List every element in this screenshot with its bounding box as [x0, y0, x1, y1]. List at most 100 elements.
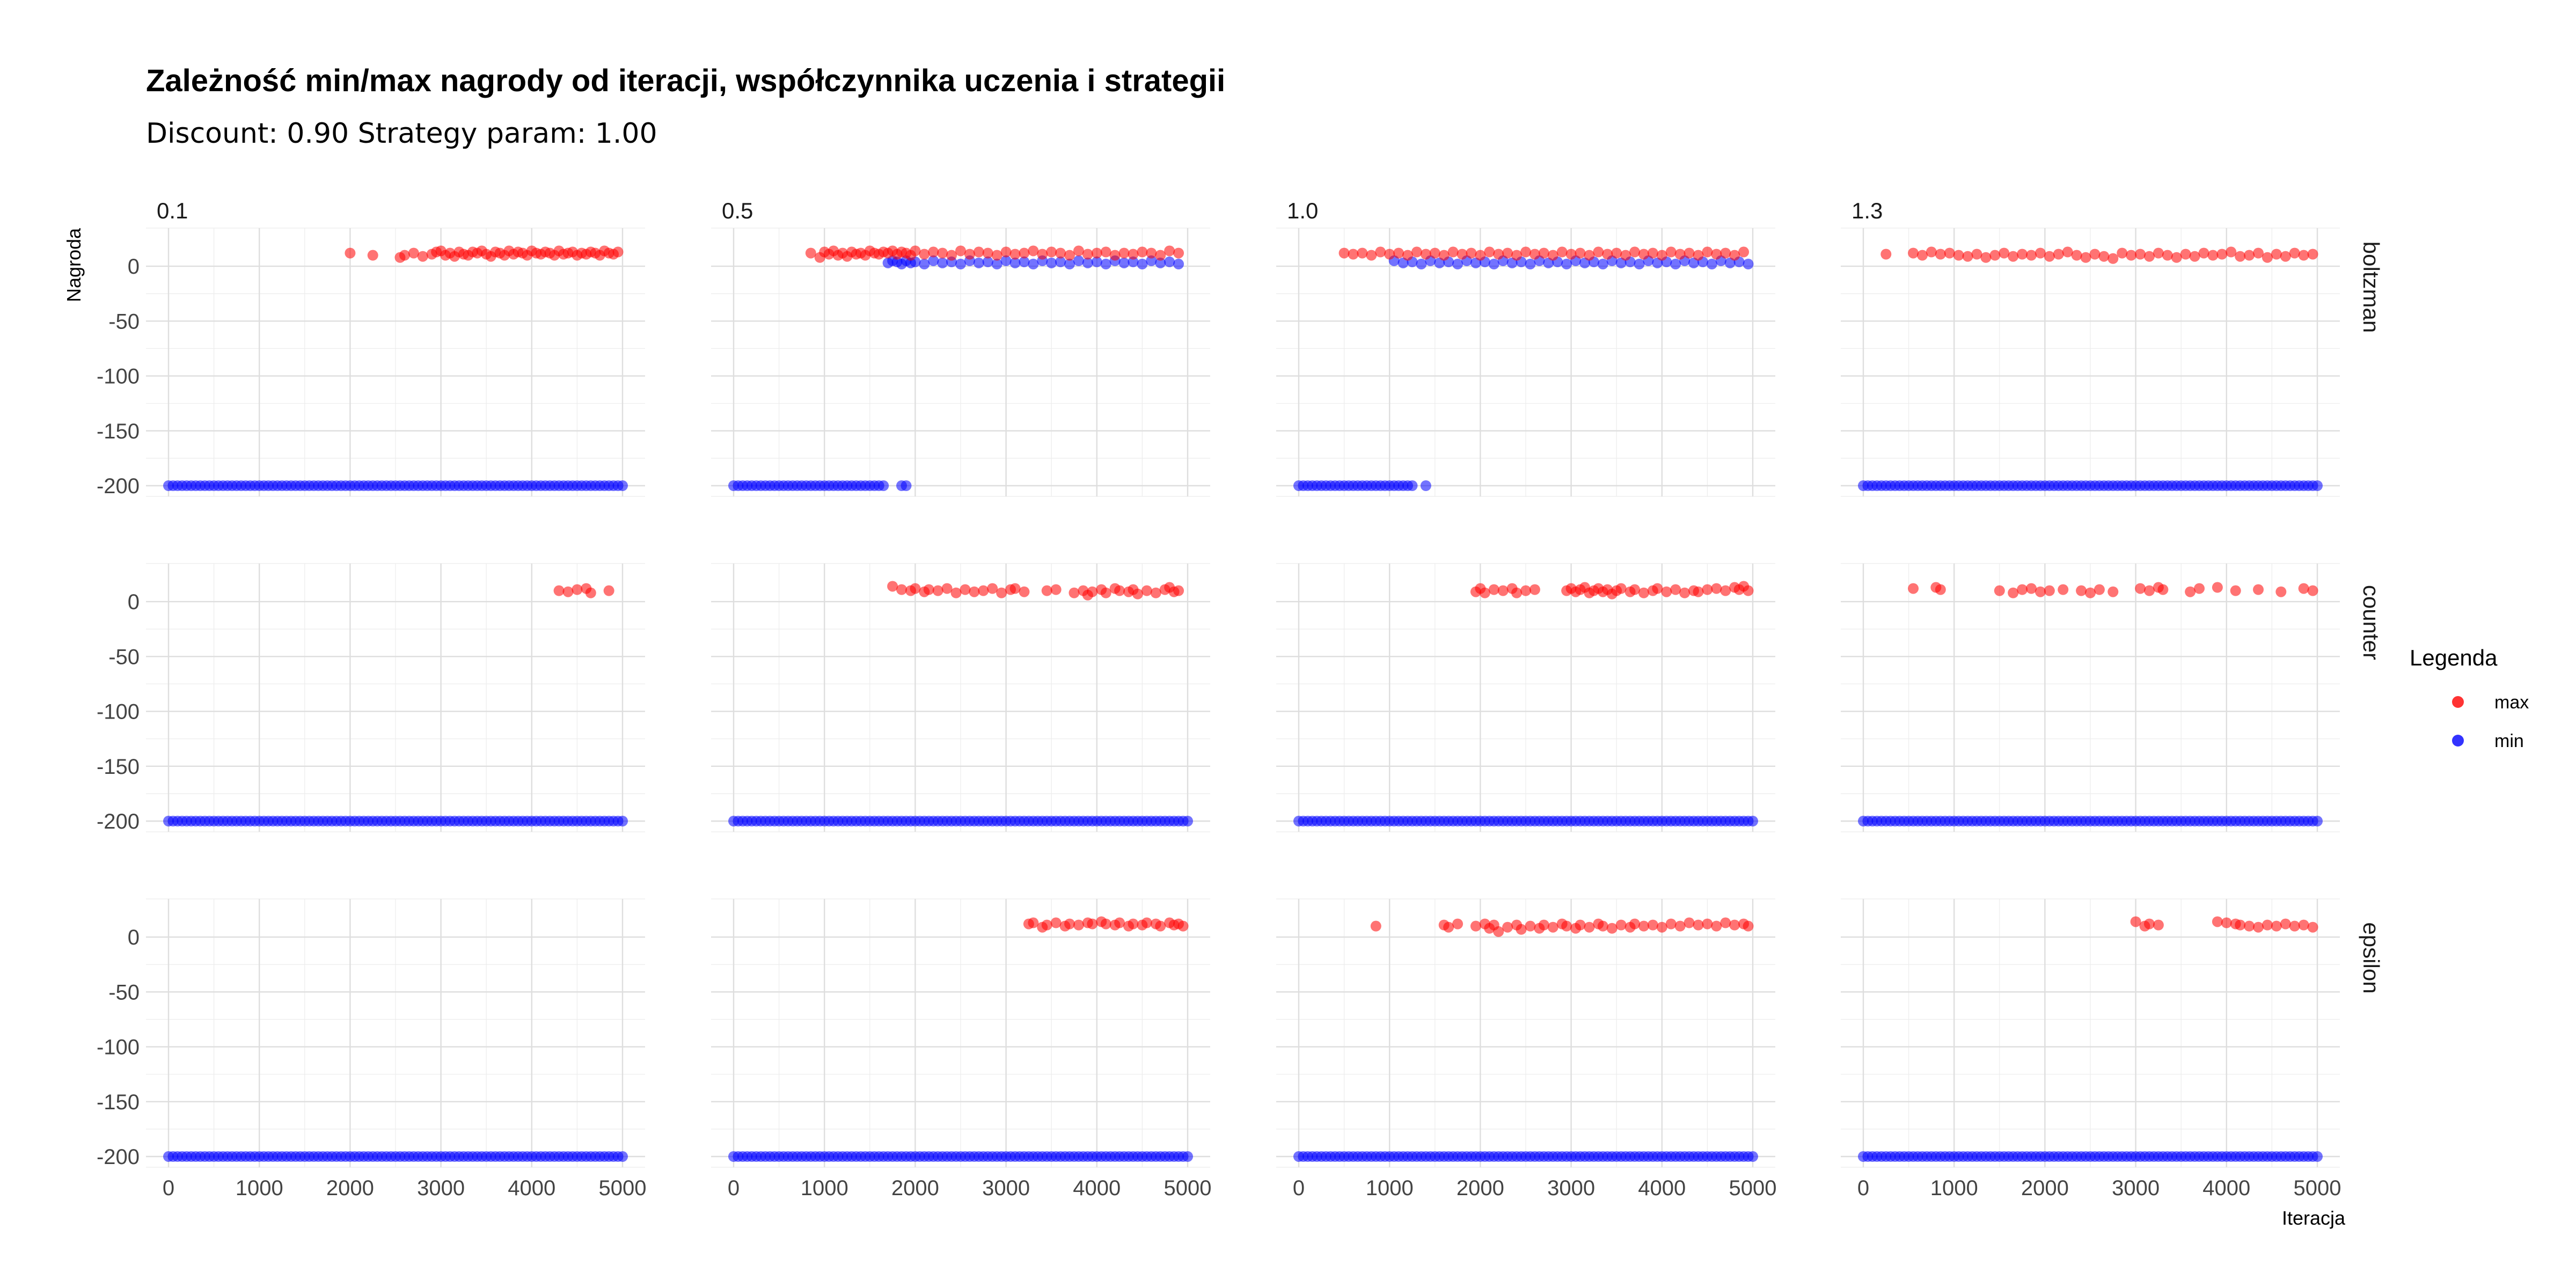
point-max	[1411, 246, 1422, 258]
point-min	[1670, 259, 1681, 270]
point-max	[1926, 246, 1937, 258]
point-max	[1443, 921, 1454, 933]
point-max	[805, 247, 816, 259]
point-max	[1497, 585, 1509, 596]
point-max	[2107, 253, 2119, 264]
point-max	[1720, 917, 1731, 928]
point-max	[2253, 247, 2264, 259]
y-tick-label: 0	[128, 255, 140, 279]
point-max	[969, 586, 980, 597]
point-max	[1980, 252, 1992, 263]
point-max	[1615, 583, 1627, 594]
point-max	[2143, 918, 2155, 930]
point-max	[2307, 921, 2318, 933]
point-max	[2235, 251, 2246, 262]
point-max	[1087, 586, 1098, 597]
x-tick-label: 4000	[1638, 1176, 1686, 1200]
point-max	[1647, 919, 1658, 931]
point-max	[1711, 248, 1722, 260]
point-max	[399, 250, 410, 261]
point-max	[1711, 920, 1722, 932]
panel-epsilon-0.1: 0 -50 -100 -150 -200 0 1000 2000 3000 4000 5000	[97, 898, 646, 1200]
x-tick-label: 5000	[2294, 1176, 2341, 1200]
chart-subtitle: Discount: 0.90 Strategy param: 1.00	[146, 118, 657, 150]
point-max	[1674, 248, 1686, 260]
point-min	[1055, 256, 1066, 267]
point-max	[1073, 245, 1084, 257]
point-max	[1880, 248, 1892, 260]
point-max	[1420, 248, 1431, 260]
point-max	[603, 585, 614, 596]
point-max	[1684, 917, 1695, 928]
point-min	[1137, 259, 1148, 270]
point-max	[2298, 583, 2309, 594]
panel-boltzman-0.1: 0.1 0 -50 -100 -150 -200	[97, 198, 645, 498]
chart-title: Zależność min/max nagrody od iteracji, w…	[146, 63, 1225, 98]
x-tick-label: 1000	[801, 1176, 848, 1200]
point-max	[1155, 920, 1166, 932]
point-max	[987, 583, 998, 594]
point-max	[1502, 921, 1513, 933]
point-min	[1407, 480, 1418, 491]
point-max	[1091, 247, 1102, 259]
point-max	[1547, 921, 1558, 933]
point-max	[2194, 583, 2205, 594]
point-max	[955, 245, 966, 257]
point-max	[1702, 584, 1713, 595]
point-max	[1511, 587, 1523, 598]
point-max	[2026, 583, 2037, 594]
point-max	[1452, 918, 1463, 930]
point-max	[2262, 919, 2273, 931]
facet-row-label: epsilon	[2359, 922, 2384, 993]
point-max	[1629, 918, 1641, 930]
point-max	[1114, 917, 1125, 928]
point-min	[2312, 480, 2323, 491]
point-max	[1908, 583, 1919, 594]
point-max	[1638, 248, 1649, 260]
point-max	[2307, 585, 2318, 596]
point-max	[2117, 247, 2128, 259]
point-max	[1935, 248, 1946, 260]
point-max	[1357, 247, 1368, 259]
point-max	[1729, 919, 1740, 931]
point-max	[2253, 921, 2264, 933]
panel-counter-0.1: 0 -50 -100 -150 -200	[97, 563, 645, 833]
point-max	[1584, 250, 1595, 261]
point-max	[2189, 251, 2200, 262]
point-max	[1620, 250, 1631, 261]
point-max	[1520, 585, 1531, 596]
point-max	[562, 586, 574, 597]
point-max	[923, 584, 934, 595]
x-tick-label: 4000	[508, 1176, 555, 1200]
point-min	[955, 259, 966, 270]
point-max	[2089, 248, 2101, 260]
point-min	[991, 259, 1002, 270]
x-tick-label: 3000	[2112, 1176, 2160, 1200]
y-tick-label: 0	[128, 926, 140, 949]
x-tick-label: 2000	[326, 1176, 374, 1200]
point-max	[1429, 247, 1440, 259]
point-max	[2298, 250, 2309, 261]
point-max	[932, 585, 943, 596]
point-max	[2235, 919, 2246, 931]
point-max	[2053, 248, 2064, 260]
point-min	[1028, 259, 1039, 270]
point-max	[2212, 916, 2223, 927]
point-max	[1638, 920, 1649, 932]
point-max	[1128, 248, 1139, 260]
y-tick-label: 0	[128, 590, 140, 614]
point-max	[2135, 583, 2146, 594]
point-max	[585, 587, 596, 598]
point-max	[408, 247, 419, 259]
point-max	[960, 584, 971, 595]
point-min	[1128, 256, 1139, 267]
point-max	[2162, 250, 2173, 261]
point-max	[996, 587, 1007, 598]
point-max	[982, 247, 993, 259]
point-max	[2157, 584, 2169, 595]
point-max	[1064, 918, 1075, 930]
point-max	[1475, 250, 1486, 261]
point-max	[1046, 246, 1057, 258]
y-tick-label: -100	[97, 365, 140, 389]
